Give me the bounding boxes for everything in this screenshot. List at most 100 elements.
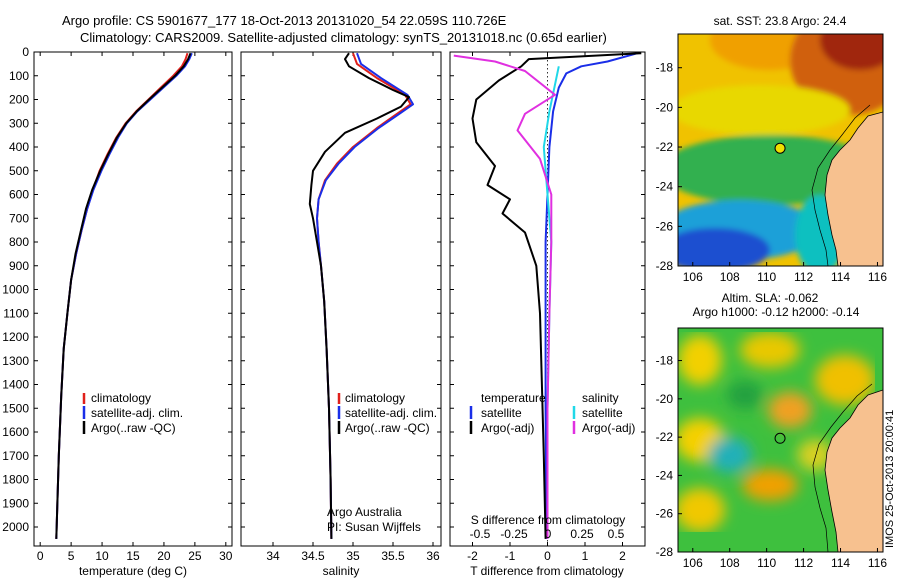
- sst_map-ytick-label: -22: [656, 140, 674, 154]
- sla-yellow-2: [740, 332, 800, 368]
- sla-anomaly-field: [678, 332, 875, 532]
- difference-legend-label-temp-satellite: satellite: [481, 406, 522, 420]
- salinity-x-ticks: 34 34.5 35 35.5 36: [266, 52, 440, 563]
- sla_map-ytick-label: -28: [656, 545, 674, 559]
- difference-top-tick-label-1: -0.5: [470, 527, 491, 541]
- sla-map-title-line-1: Altim. SLA: -0.062: [722, 291, 819, 305]
- difference-legend-title-temperature: temperature: [481, 391, 546, 405]
- sst-blue-sw: [678, 228, 770, 266]
- temperature-xtick-label: 20: [157, 549, 171, 563]
- temperature-panel: 0100200300400500600700800900100011001200…: [2, 45, 233, 578]
- depth-tick-label: 1300: [2, 354, 29, 368]
- difference-legend-label-sal-argo: Argo(-adj): [582, 421, 635, 435]
- salinity-panel: 34 34.5 35 35.5 36 salinity climatology sate…: [240, 51, 442, 578]
- sla-map-ticks: 106 108 110 112 114 116 -18 -20 -22 -24 -26 -28: [656, 354, 888, 570]
- difference-top-tick-label-4: 0.25: [570, 527, 594, 541]
- depth-tick-label: 1400: [2, 378, 29, 392]
- sla-map-field: [678, 328, 883, 552]
- sla_map-xtick-label: 106: [683, 556, 703, 570]
- temperature-axes-box: [33, 51, 233, 547]
- salinity-legend-label-argo: Argo(..raw -QC): [345, 421, 430, 435]
- difference-top-tick-labels: -0.5 -0.25 0 0.25 0.5: [470, 527, 625, 541]
- sla-green-1: [727, 381, 763, 409]
- figure-title-line-1: Argo profile: CS 5901677_177 18-Oct-2013…: [62, 13, 507, 28]
- depth-tick-label: 1900: [2, 496, 29, 510]
- difference-series-temperature-satellite: [544, 52, 638, 539]
- difference-lines: [453, 52, 642, 539]
- difference-series-salinity-argo-adj-: [453, 54, 556, 539]
- sst_map-xtick-label: 112: [794, 270, 813, 284]
- salinity-y-ticks: [241, 51, 441, 528]
- depth-tick-label: 300: [9, 116, 29, 130]
- figure-title-line-2: Climatology: CARS2009. Satellite-adjuste…: [80, 30, 607, 45]
- sst_map-ytick-label: -18: [656, 61, 674, 75]
- sla-yellow-5: [678, 488, 725, 532]
- sla-land: [824, 389, 883, 552]
- sla_map-ytick-label: -18: [656, 354, 674, 368]
- difference-top-tick-label-5: 0.5: [608, 527, 625, 541]
- depth-tick-label: 600: [9, 188, 29, 202]
- difference-legend-label-sal-satellite: satellite: [582, 406, 623, 420]
- difference-top-xlabel: S difference from climatology: [471, 513, 626, 527]
- temperature-legend-label-argo: Argo(..raw -QC): [91, 421, 176, 435]
- sla-orange-2: [742, 469, 798, 501]
- sla_map-ytick-label: -20: [656, 392, 674, 406]
- sla_map-ytick-label: -24: [656, 468, 674, 482]
- depth-tick-label: 800: [9, 235, 29, 249]
- temperature-legend: climatology satellite-adj. clim. Argo(..…: [82, 391, 183, 435]
- salinity-xtick-label: 35: [346, 549, 360, 563]
- salinity-legend-label-satellite: satellite-adj. clim.: [345, 406, 437, 420]
- depth-tick-label: 1200: [2, 330, 29, 344]
- temperature-xtick-label: 0: [37, 549, 44, 563]
- salinity-xlabel: salinity: [323, 564, 360, 578]
- temperature-xtick-label: 25: [188, 549, 202, 563]
- difference-x-ticks: -2 -1 0 1 2: [467, 52, 626, 563]
- difference-panel: -2 -1 0 1 2 T difference from climatology S …: [449, 51, 646, 578]
- sst-yellow-band: [678, 85, 850, 135]
- salinity-annotation-institution: Argo Australia: [327, 505, 402, 519]
- sla-map-title-line-2: Argo h1000: -0.12 h2000: -0.14: [693, 305, 860, 319]
- sst_map-xtick-label: 116: [868, 270, 887, 284]
- temperature-xlabel: temperature (deg C): [79, 564, 187, 578]
- depth-tick-label: 900: [9, 259, 29, 273]
- depth-tick-label: 200: [9, 93, 29, 107]
- temperature-y-ticks: 0 100 200 300 400 500 600 700 800 900 1000 1100 1200…: [2, 45, 232, 534]
- sst-map-field: [678, 34, 883, 266]
- depth-tick-label: 500: [9, 164, 29, 178]
- difference-xtick-label: 2: [619, 549, 626, 563]
- sla-argo-marker: [774, 432, 786, 444]
- sla_map-xtick-label: 108: [720, 556, 740, 570]
- salinity-xtick-label: 35.5: [381, 549, 405, 563]
- sst-map-title: sat. SST: 23.8 Argo: 24.4: [714, 14, 847, 28]
- salinity-legend-label-climatology: climatology: [345, 391, 405, 405]
- sla_map-ytick-label: -26: [656, 507, 674, 521]
- depth-tick-label: 100: [9, 69, 29, 83]
- temperature-lines: [55, 52, 193, 539]
- temperature-xtick-label: 15: [126, 549, 140, 563]
- depth-tick-label: 1000: [2, 283, 29, 297]
- sst-bathymetry-contour: [811, 104, 871, 266]
- sst_map-ytick-label: -24: [656, 180, 674, 194]
- temperature-xtick-label: 10: [95, 549, 109, 563]
- sla-map-frame: [677, 327, 884, 553]
- sla-yellow-6: [797, 439, 833, 471]
- sla-bathymetry-contour: [812, 383, 873, 552]
- sst_map-xtick-label: 108: [720, 270, 740, 284]
- difference-series-temperature-argo-adj-: [471, 52, 642, 539]
- sla_map-xtick-label: 114: [831, 556, 850, 570]
- sst-argo-marker: [774, 142, 786, 154]
- depth-tick-label: 1700: [2, 449, 29, 463]
- difference-xtick-label: -1: [505, 549, 516, 563]
- temperature-legend-label-satellite: satellite-adj. clim.: [91, 406, 183, 420]
- sst-hot-ne: [820, 34, 883, 70]
- sst_map-ytick-label: -28: [656, 259, 674, 273]
- sla-cyan-1: [708, 437, 752, 473]
- difference-top-tick-label-2: -0.25: [500, 527, 528, 541]
- salinity-annotation-pi: PI: Susan Wijffels: [327, 520, 421, 534]
- sst_map-xtick-label: 106: [683, 270, 703, 284]
- depth-tick-label: 1800: [2, 473, 29, 487]
- depth-tick-label: 400: [9, 140, 29, 154]
- sla_map-xtick-label: 112: [794, 556, 813, 570]
- salinity-xtick-label: 34.5: [301, 549, 325, 563]
